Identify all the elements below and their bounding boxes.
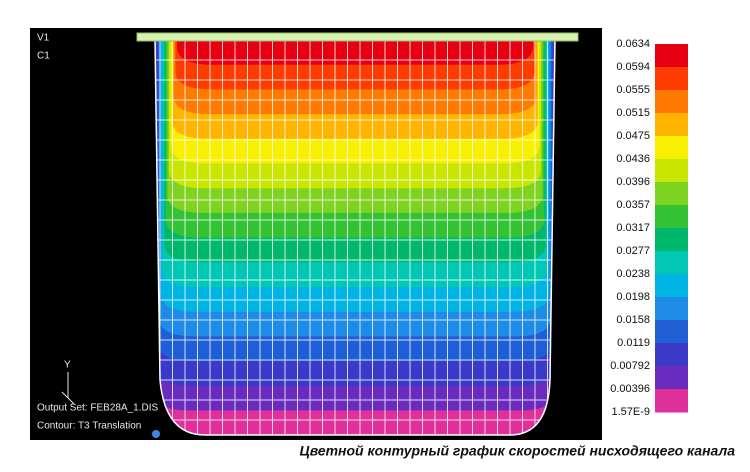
legend-swatch: [655, 343, 688, 367]
channel-outline: [154, 39, 556, 436]
legend-label: 1.57E-9: [611, 406, 650, 418]
legend-label: 0.0515: [616, 107, 650, 119]
legend-swatch: [655, 297, 688, 321]
legend-label: 0.00792: [610, 360, 650, 372]
caption: Цветной контурный график скоростей нисхо…: [300, 443, 736, 459]
view-label: V1: [37, 33, 50, 44]
legend-swatch: [655, 274, 688, 298]
legend-swatch: [655, 389, 688, 413]
legend-swatch: [655, 182, 688, 206]
legend-label: 0.00396: [610, 383, 650, 395]
legend-label: 0.0555: [616, 84, 650, 96]
legend-swatch: [655, 205, 688, 229]
legend-label: 0.0634: [616, 38, 650, 50]
legend-label: 0.0357: [616, 199, 650, 211]
legend-swatch: [655, 320, 688, 344]
legend-label: 0.0238: [616, 268, 650, 280]
legend-swatch: [655, 228, 688, 252]
mesh: [155, 40, 555, 435]
legend-swatch: [655, 67, 688, 91]
legend-label: 0.0158: [616, 314, 650, 326]
top-plate: [136, 32, 579, 42]
legend-swatch: [655, 136, 688, 160]
contour-label: Contour: T3 Translation: [37, 421, 141, 432]
legend-swatch: [655, 90, 688, 114]
node-marker: [152, 430, 160, 438]
legend-label: 0.0475: [616, 130, 650, 142]
legend-label: 0.0594: [616, 61, 650, 73]
axis-label: Y: [64, 360, 71, 371]
axis-triad: [61, 391, 75, 405]
legend-label: 0.0436: [616, 153, 650, 165]
legend-swatch: [655, 44, 688, 68]
contour-band: [177, 40, 533, 65]
legend-swatch: [655, 251, 688, 275]
legend-label: 0.0317: [616, 222, 650, 234]
legend-label: 0.0277: [616, 245, 650, 257]
output-set: Output Set: FEB28A_1.DIS: [37, 403, 159, 414]
view-label: C1: [37, 51, 50, 62]
legend-label: 0.0198: [616, 291, 650, 303]
legend-label: 0.0119: [617, 337, 650, 349]
legend-swatch: [655, 159, 688, 183]
legend: 0.0634 0.0594 0.0555 0.0515 0.0475 0.0436 0.03…: [610, 38, 688, 418]
legend-swatch: [655, 366, 688, 390]
legend-swatch: [655, 113, 688, 137]
legend-label: 0.0396: [616, 176, 650, 188]
contour: [155, 40, 555, 435]
